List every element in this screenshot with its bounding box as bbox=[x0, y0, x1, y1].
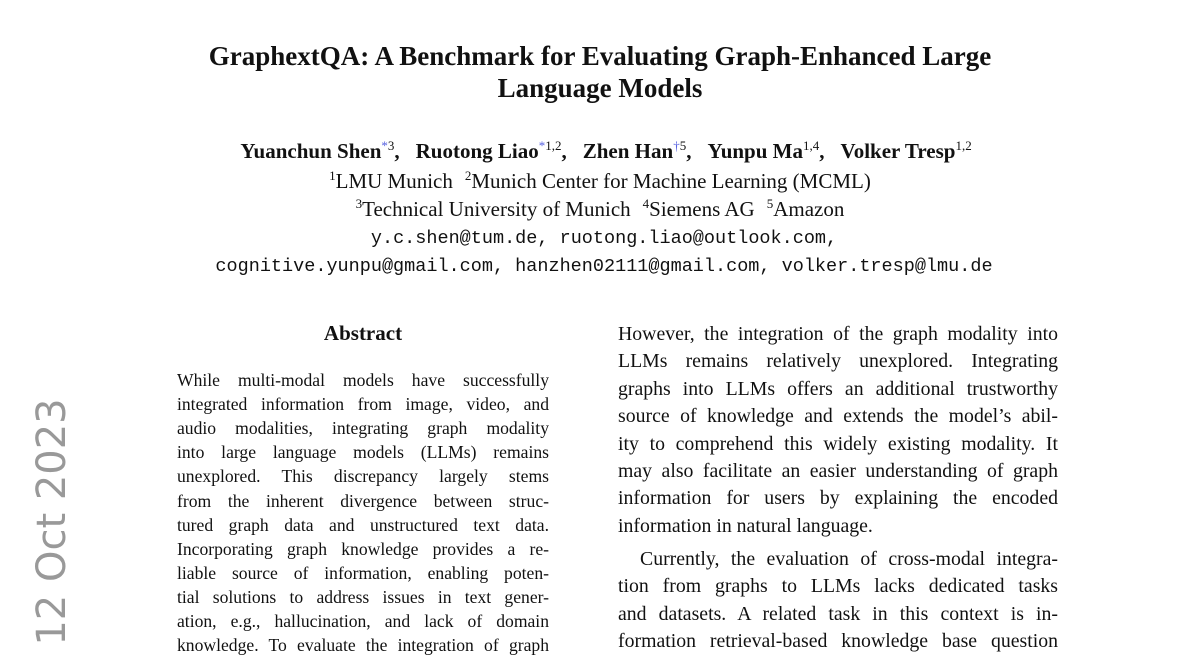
affiliation: 1LMU Munich bbox=[329, 169, 453, 193]
body-line: tion from graphs to LLMs lacks dedicated… bbox=[618, 575, 1058, 598]
affiliation: 3Technical University of Munich bbox=[356, 197, 631, 221]
affiliation: 5Amazon bbox=[767, 197, 845, 221]
author-mark: † bbox=[673, 138, 680, 153]
abstract-line: into large language models (LLMs) remain… bbox=[177, 442, 549, 463]
author-superscript: *1,2 bbox=[539, 138, 562, 153]
author-affil: 3 bbox=[387, 138, 395, 153]
abstract-line: unexplored. This discrepancy largely ste… bbox=[177, 466, 549, 487]
affiliations: 3Technical University of Munich 4Siemens … bbox=[0, 197, 1200, 222]
author-name: Yunpu Ma bbox=[707, 139, 803, 163]
author-superscript: *3 bbox=[381, 138, 394, 153]
author-name: Zhen Han bbox=[582, 139, 674, 163]
author-name: Volker Tresp bbox=[840, 139, 956, 163]
abstract-line: knowledge. To evaluate the integration o… bbox=[177, 635, 549, 656]
body-line: Currently, the evaluation of cross-modal… bbox=[640, 547, 1058, 570]
abstract-line: integrated information from image, video… bbox=[177, 394, 549, 415]
email-line: y.c.shen@tum.de, ruotong.liao@outlook.co… bbox=[370, 228, 838, 249]
body-line: However, the integration of the graph mo… bbox=[618, 323, 1058, 345]
affiliation-number: 1 bbox=[329, 168, 336, 183]
author-affil: 1,4 bbox=[802, 138, 820, 153]
author-mark: * bbox=[381, 138, 388, 153]
author-superscript: 1,2 bbox=[955, 138, 971, 153]
affiliation-name: Amazon bbox=[773, 197, 845, 221]
body-line: ity to comprehend this widely existing m… bbox=[618, 432, 1058, 455]
abstract-line: While multi-modal models have successful… bbox=[177, 370, 549, 390]
affiliation-name: Siemens AG bbox=[649, 197, 755, 221]
author-superscript: 1,4 bbox=[803, 138, 819, 153]
body-line: information in natural language. bbox=[618, 514, 873, 537]
author-affil: 1,2 bbox=[955, 138, 972, 153]
author: Zhen Han†5, bbox=[582, 138, 692, 163]
author-superscript: †5 bbox=[673, 138, 686, 153]
body-line: information for users by explaining the … bbox=[618, 487, 1058, 510]
affiliation-number: 2 bbox=[464, 168, 472, 183]
abstract-heading: Abstract bbox=[323, 321, 403, 345]
affiliation-name: Munich Center for Machine Learning (MCML… bbox=[471, 169, 871, 193]
author-name: Ruotong Liao bbox=[415, 139, 539, 163]
authors: Yuanchun Shen*3, Ruotong Liao*1,2, Zhen Ha… bbox=[0, 139, 1200, 164]
abstract-line: ation, e.g., hallucination, and lack of … bbox=[177, 611, 549, 631]
paper-title: GraphextQA: A Benchmark for Evaluating G… bbox=[208, 41, 992, 103]
author-name: Yuanchun Shen bbox=[240, 139, 382, 163]
body-line: and datasets. A related task in this con… bbox=[618, 602, 1058, 625]
author-affil: 5 bbox=[679, 138, 687, 153]
body-line: formation retrieval-based knowledge base… bbox=[618, 629, 1058, 652]
body-line: graphs into LLMs offers an additional tr… bbox=[618, 377, 1058, 400]
affiliation-name: Technical University of Munich bbox=[362, 197, 631, 221]
abstract-line: liable source of information, enabling p… bbox=[177, 562, 549, 583]
abstract-line: tured graph data and unstructured text d… bbox=[177, 514, 549, 535]
affiliation-number: 3 bbox=[355, 196, 363, 211]
author: Volker Tresp1,2 bbox=[840, 139, 971, 163]
affiliation-name: LMU Munich bbox=[335, 169, 453, 193]
affiliation-number: 4 bbox=[642, 196, 650, 211]
abstract-line: audio modalities, integrating graph moda… bbox=[177, 418, 549, 439]
affiliation-number: 5 bbox=[766, 196, 774, 211]
affiliations: 1LMU Munich 2Munich Center for Machine Le… bbox=[0, 169, 1200, 194]
body-line: source of knowledge and extends the mode… bbox=[618, 405, 1058, 428]
author: Yunpu Ma1,4, bbox=[707, 138, 825, 163]
abstract-line: tial solutions to address issues in text… bbox=[177, 586, 549, 607]
author: Yuanchun Shen*3, bbox=[240, 138, 400, 163]
abstract-line: Incorporating graph knowledge provides a… bbox=[177, 538, 549, 559]
body-line: LLMs remains relatively unexplored. Inte… bbox=[618, 350, 1058, 373]
abstract-line: from the inherent divergence between str… bbox=[177, 490, 549, 511]
email-line: cognitive.yunpu@gmail.com, hanzhen02111@… bbox=[215, 256, 993, 277]
body-line: may also facilitate an easier understand… bbox=[618, 460, 1058, 482]
author-affil: 1,2 bbox=[545, 138, 562, 153]
affiliation: 2Munich Center for Machine Learning (MCM… bbox=[465, 169, 871, 193]
side-date: 12 Oct 2023 bbox=[29, 398, 75, 646]
author-mark: * bbox=[538, 138, 546, 153]
affiliation: 4Siemens AG bbox=[643, 197, 755, 221]
author: Ruotong Liao*1,2, bbox=[415, 138, 567, 163]
